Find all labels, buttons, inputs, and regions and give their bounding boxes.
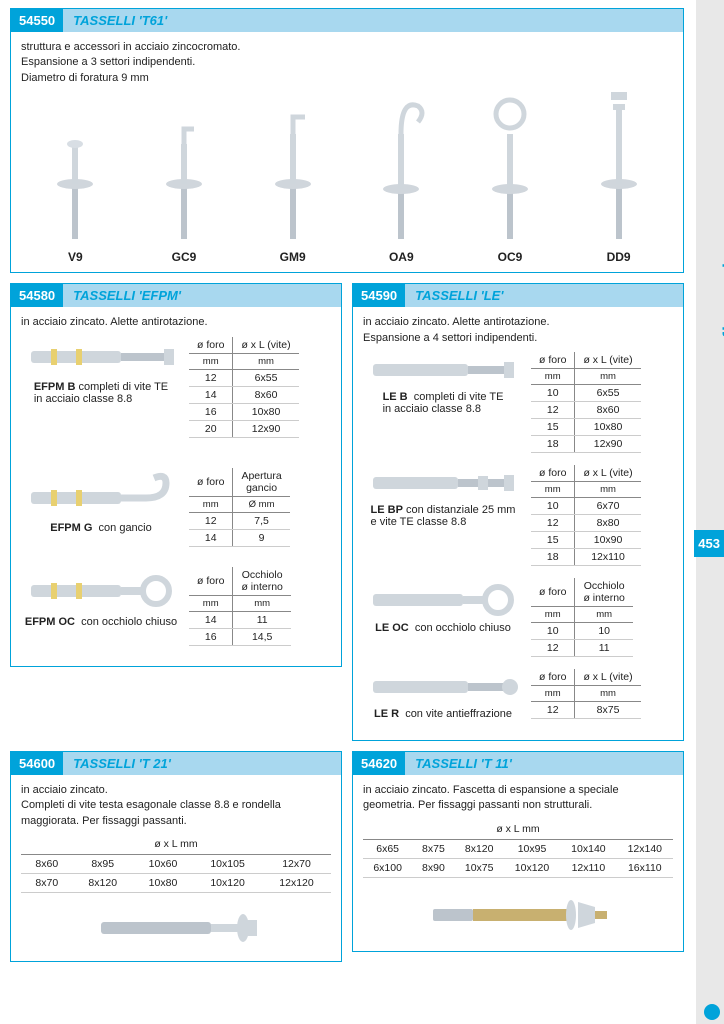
section-le: 54590TASSELLI 'LE' in acciaio zincato. A…	[352, 283, 684, 741]
section-title: TASSELLI 'T61'	[63, 9, 683, 32]
table-row: 8x708x12010x8010x12012x120	[21, 874, 331, 893]
product: GM9	[263, 94, 323, 264]
sidebar: fissaggio 453	[696, 0, 724, 1024]
section-t21: 54600TASSELLI 'T 21' in acciaio zincato.…	[10, 751, 342, 962]
section-code: 54600	[11, 752, 63, 775]
table-row: 1812x90	[531, 435, 641, 452]
section-title: TASSELLI 'EFPM'	[63, 284, 341, 307]
section-desc: in acciaio zincato. Alette antirotazione…	[363, 315, 673, 346]
section-desc: in acciaio zincato. Fascetta di espansio…	[363, 783, 673, 814]
table-row: 1812x110	[531, 548, 641, 565]
category-label: fissaggio	[720, 250, 724, 338]
product-grid: V9 GC9 GM9 OA9 OC9 DD9	[21, 94, 673, 264]
section-desc: in acciaio zincato. Completi di vite tes…	[21, 783, 331, 829]
variant-le-oc: LE OC con occhiolo chiuso ø foroOcchiolo…	[363, 578, 673, 657]
variant-le-r: LE R con vite antieffrazione ø foroø x L…	[363, 669, 673, 720]
table-row: 148x60	[189, 386, 299, 403]
anchor-icon	[368, 352, 518, 387]
anchor-icon	[368, 669, 518, 704]
data-table: ø foroApertura ganciommØ mm 127,5 149	[189, 468, 290, 547]
table-row: 1510x90	[531, 531, 641, 548]
variant-label: EFPM G con gancio	[50, 522, 152, 534]
section-code: 54580	[11, 284, 63, 307]
section-t11: 54620TASSELLI 'T 11' in acciaio zincato.…	[352, 751, 684, 952]
data-table: ø x L mm 8x608x9510x6010x10512x70 8x708x…	[21, 835, 331, 893]
variant-efpm-oc: EFPM OC con occhiolo chiuso ø foroOcchio…	[21, 567, 331, 646]
data-table: ø foroOcchiolo ø internommmm 1411 1614,5	[189, 567, 291, 646]
data-table: ø foroOcchiolo ø internommmm 1010 1211	[531, 578, 633, 657]
table-row: 128x75	[531, 701, 641, 718]
section-efpm: 54580TASSELLI 'EFPM' in acciaio zincato.…	[10, 283, 342, 666]
table-row: 2012x90	[189, 420, 299, 437]
section-desc: in acciaio zincato. Alette antirotazione…	[21, 315, 331, 330]
variant-label: LE OC con occhiolo chiuso	[375, 622, 511, 634]
anchor-eye-icon	[26, 567, 176, 612]
anchor-hook-icon	[26, 468, 176, 518]
table-row: 127,5	[189, 512, 290, 529]
table-row: 8x608x9510x6010x10512x70	[21, 855, 331, 874]
table-row: 6x658x758x12010x9510x14012x140	[363, 839, 673, 858]
page-number: 453	[694, 530, 724, 557]
variant-efpm-b: EFPM B completi di vite TE in acciaio cl…	[21, 337, 331, 438]
product: GC9	[154, 94, 214, 264]
product-label: OC9	[480, 250, 540, 264]
table-row: 1010	[531, 622, 633, 639]
product-label: GC9	[154, 250, 214, 264]
section-t61: 54550 TASSELLI 'T61' struttura e accesso…	[10, 8, 684, 273]
section-title: TASSELLI 'T 11'	[405, 752, 683, 775]
anchor-icon	[368, 465, 518, 500]
product-image	[363, 890, 673, 943]
table-row: 128x60	[531, 401, 641, 418]
product: OC9	[480, 94, 540, 264]
data-table: ø foroø x L (vite)mmmm 106x70 128x80 151…	[531, 465, 641, 566]
table-row: 1411	[189, 611, 291, 628]
product-label: GM9	[263, 250, 323, 264]
table-row: 1610x80	[189, 403, 299, 420]
product-label: V9	[45, 250, 105, 264]
table-row: 106x70	[531, 497, 641, 514]
product: V9	[45, 94, 105, 264]
product-label: OA9	[371, 250, 431, 264]
table-row: 128x80	[531, 514, 641, 531]
section-title: TASSELLI 'LE'	[405, 284, 683, 307]
data-table: ø foroø x L (vite)mmmm 128x75	[531, 669, 641, 719]
variant-label: LE B completi di vite TE in acciaio clas…	[383, 391, 504, 415]
section-title: TASSELLI 'T 21'	[63, 752, 341, 775]
anchor-icon	[26, 337, 176, 377]
table-row: 126x55	[189, 369, 299, 386]
variant-label: EFPM B completi di vite TE in acciaio cl…	[34, 381, 168, 405]
section-desc: struttura e accessori in acciaio zincocr…	[21, 40, 673, 86]
variant-le-b: LE B completi di vite TE in acciaio clas…	[363, 352, 673, 453]
product-label: DD9	[589, 250, 649, 264]
data-table: ø foroø x L (vite)mmmm 126x55 148x60 161…	[189, 337, 299, 438]
variant-label: EFPM OC con occhiolo chiuso	[25, 616, 177, 628]
anchor-eye-icon	[368, 578, 518, 618]
section-code: 54550	[11, 9, 63, 32]
product-image	[21, 905, 331, 953]
table-row: 149	[189, 529, 290, 546]
table-row: 1510x80	[531, 418, 641, 435]
product: OA9	[371, 94, 431, 264]
variant-le-bp: LE BP con distanziale 25 mm e vite TE cl…	[363, 465, 673, 566]
data-table: ø foroø x L (vite)mmmm 106x55 128x60 151…	[531, 352, 641, 453]
table-row: 1614,5	[189, 628, 291, 645]
table-row: 6x1008x9010x7510x12012x11016x110	[363, 858, 673, 877]
product: DD9	[589, 94, 649, 264]
variant-label: LE BP con distanziale 25 mm e vite TE cl…	[371, 504, 516, 528]
table-row: 106x55	[531, 384, 641, 401]
section-code: 54620	[353, 752, 405, 775]
variant-label: LE R con vite antieffrazione	[374, 708, 512, 720]
section-code: 54590	[353, 284, 405, 307]
corner-icon	[704, 1004, 720, 1020]
data-table: ø x L mm 6x658x758x12010x9510x14012x140 …	[363, 820, 673, 878]
table-row: 1211	[531, 639, 633, 656]
variant-efpm-g: EFPM G con gancio ø foroApertura ganciom…	[21, 468, 331, 547]
